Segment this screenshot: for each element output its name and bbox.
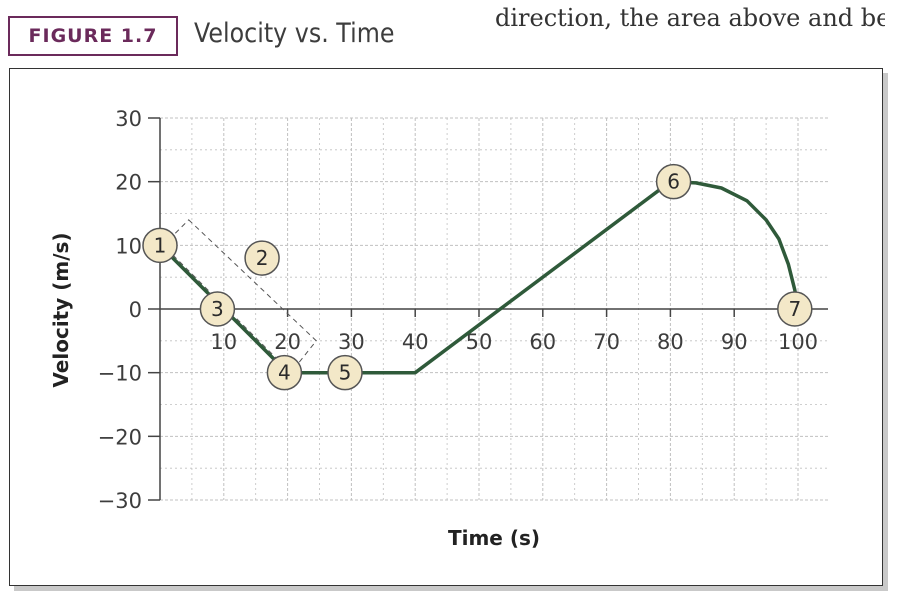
- marker-circle: [327, 354, 363, 391]
- x-tick-label: 50: [466, 330, 493, 354]
- x-tick-label: 40: [402, 330, 429, 354]
- marker-1: 1: [142, 227, 178, 264]
- y-tick-label: −10: [98, 362, 142, 386]
- y-tick-label: −20: [98, 425, 142, 449]
- marker-6: 6: [655, 163, 692, 200]
- x-tick-label: 30: [338, 330, 365, 354]
- marker-circle: [244, 240, 280, 276]
- marker-5: 5: [327, 354, 363, 391]
- marker-label: 3: [211, 297, 224, 321]
- point-markers: 1 2 3 4 5 6 7: [142, 163, 813, 391]
- x-tick-label: 70: [593, 330, 620, 354]
- x-tick-label: 20: [274, 330, 301, 354]
- y-tick-label: 20: [115, 171, 142, 195]
- chart-axes: [148, 117, 828, 501]
- marker-label: 2: [256, 246, 269, 270]
- marker-circle: [655, 163, 692, 200]
- y-tick-label: 30: [115, 107, 142, 131]
- figure-label: FIGURE 1.7: [8, 16, 178, 56]
- marker-label: 5: [339, 361, 352, 385]
- x-axis-label: Time (s): [448, 526, 540, 550]
- marker-label: 6: [667, 170, 680, 194]
- marker-label: 1: [154, 233, 167, 257]
- x-tick-label: 60: [529, 330, 556, 354]
- figure-title: Velocity vs. Time: [194, 18, 395, 49]
- marker-label: 4: [278, 361, 291, 385]
- marker-2: 2: [244, 240, 280, 276]
- x-tick-label: 90: [721, 330, 748, 354]
- marker-label: 7: [788, 297, 801, 321]
- marker-7: 7: [777, 291, 813, 327]
- marker-circle: [266, 354, 303, 391]
- y-tick-label: 0: [129, 298, 142, 322]
- marker-circle: [199, 291, 236, 327]
- x-tick-label: 100: [778, 330, 818, 354]
- y-axis-label: Velocity (m/s): [49, 232, 73, 387]
- marker-circle: [777, 291, 813, 327]
- x-tick-label: 10: [210, 330, 237, 354]
- y-tick-label: −30: [98, 489, 142, 513]
- x-tick-label: 80: [657, 330, 684, 354]
- marker-4: 4: [266, 354, 303, 391]
- figure-header: FIGURE 1.7 Velocity vs. Time direction, …: [0, 0, 901, 70]
- body-text-fragment: direction, the area above and bei: [495, 4, 885, 32]
- marker-circle: [142, 227, 178, 264]
- marker-3: 3: [199, 291, 236, 327]
- y-tick-label: 10: [115, 234, 142, 258]
